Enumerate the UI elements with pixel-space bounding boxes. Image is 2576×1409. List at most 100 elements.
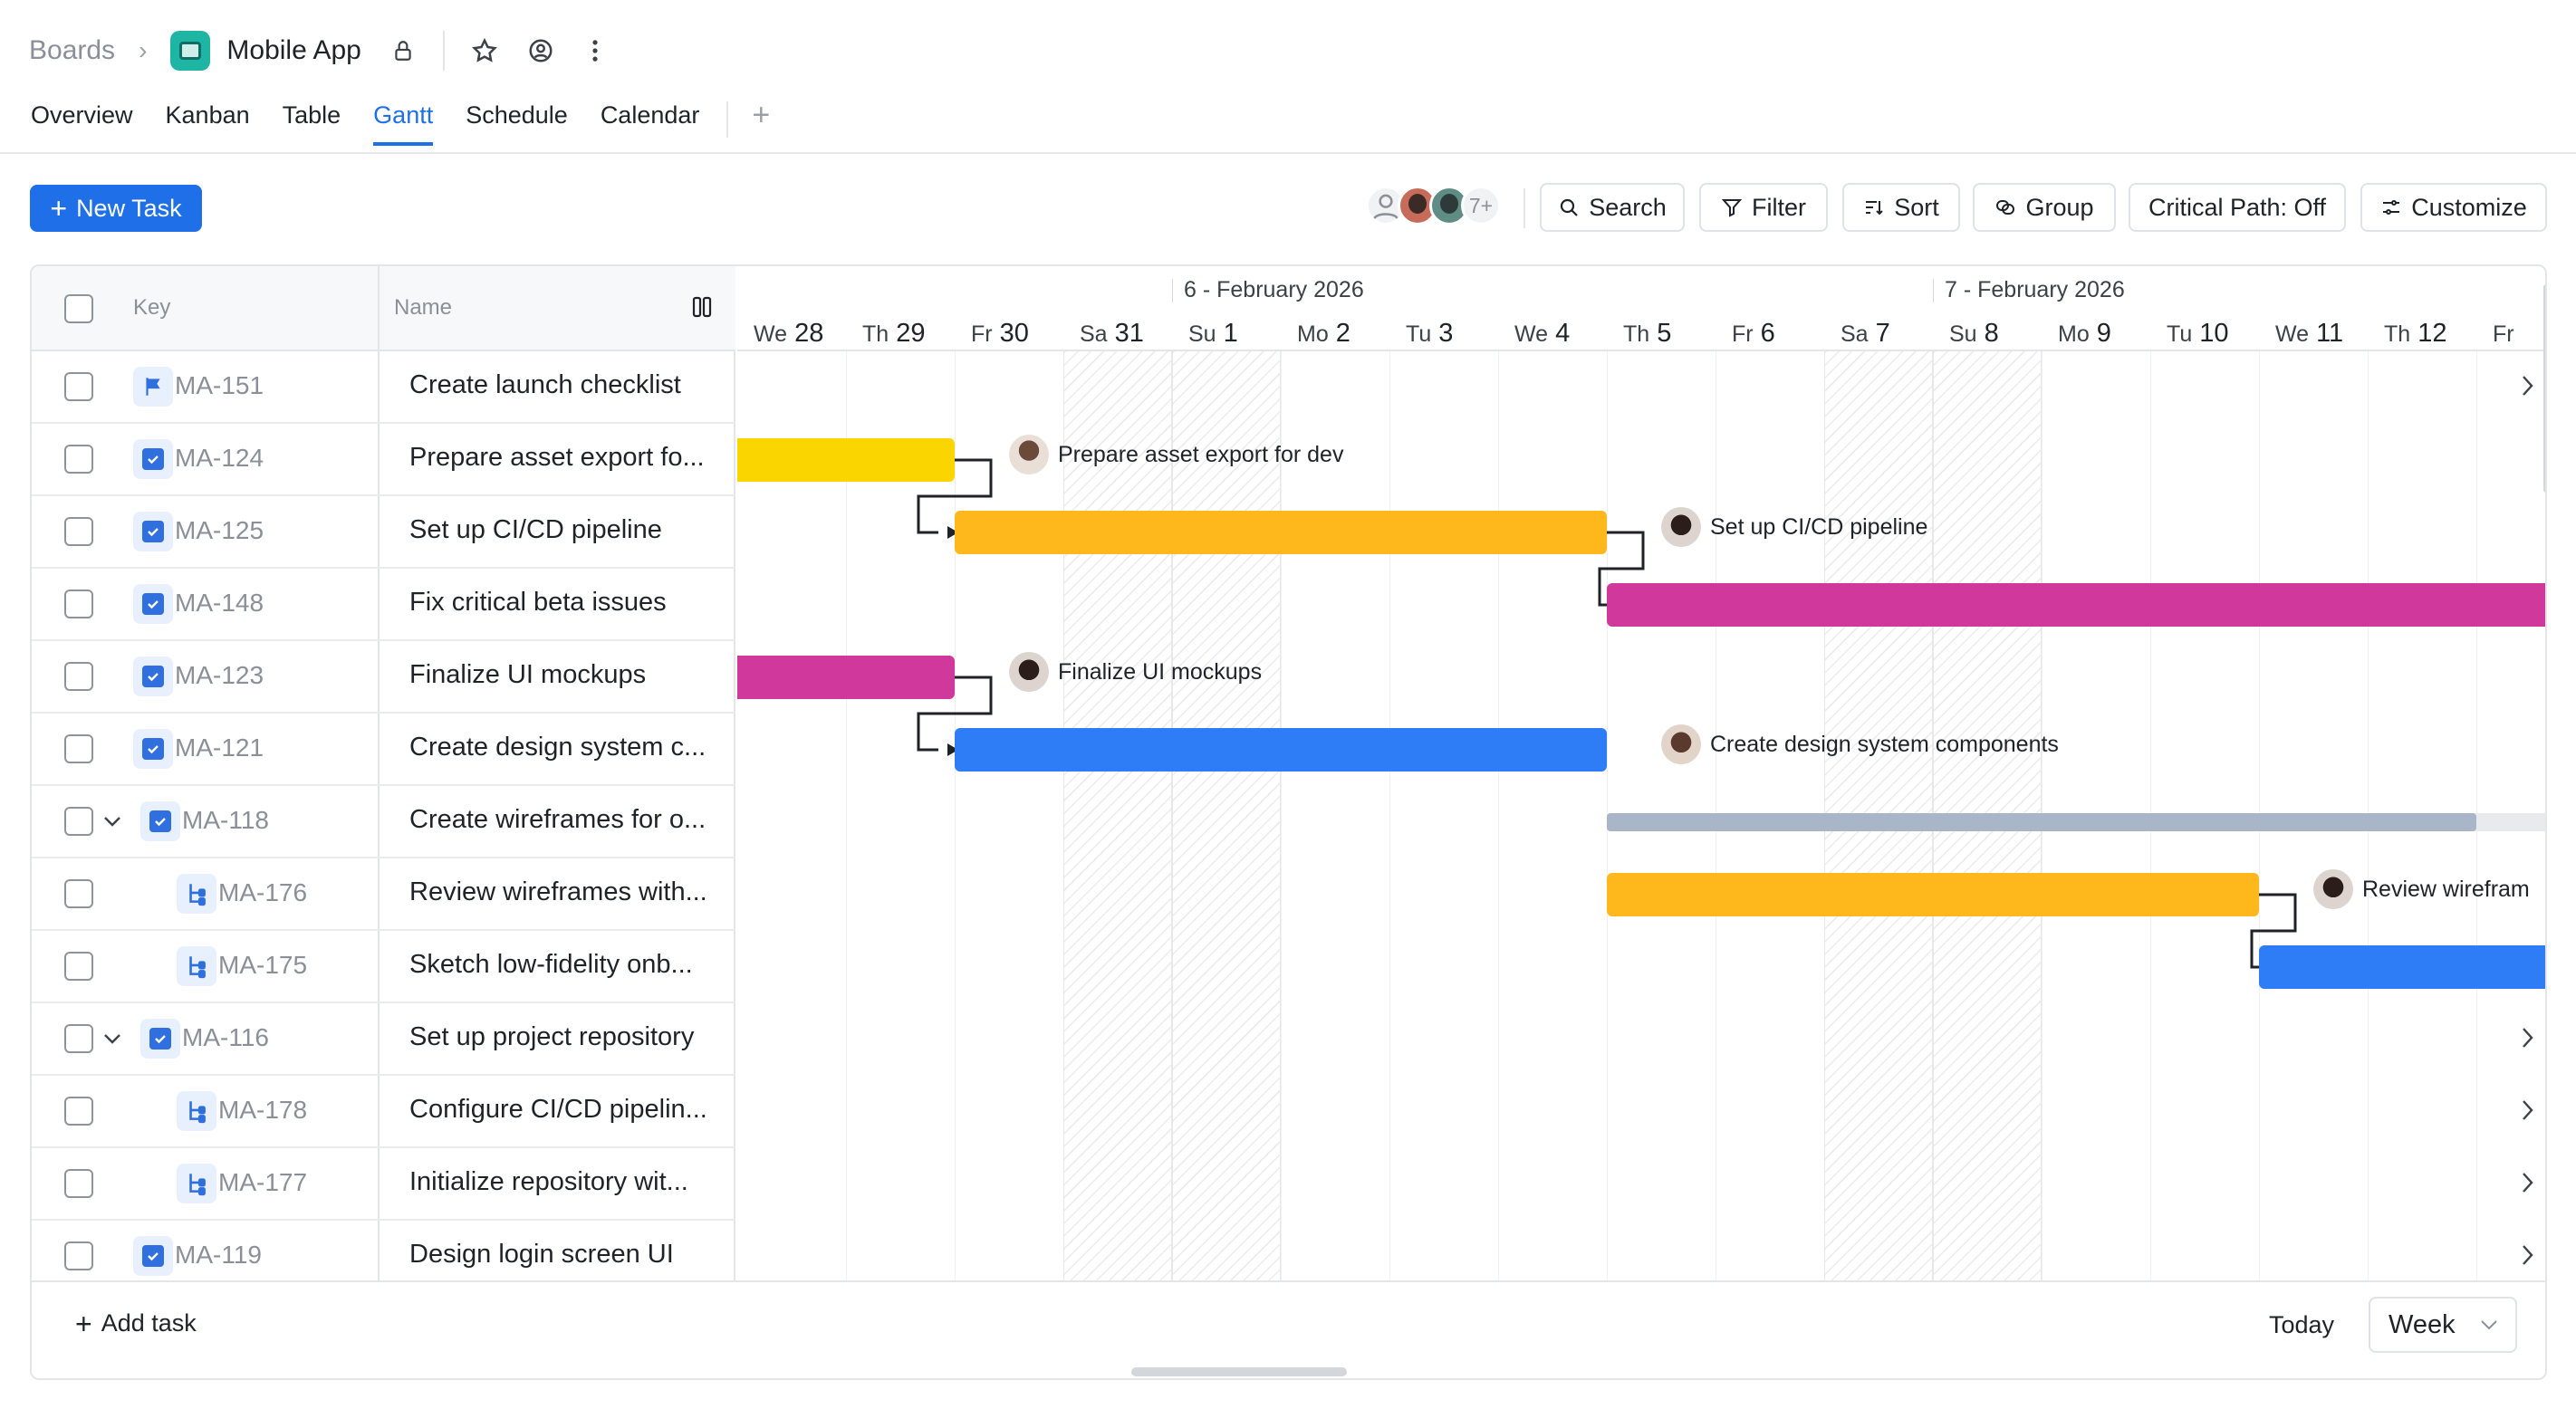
row-checkbox[interactable] xyxy=(64,662,93,691)
task-name[interactable]: Configure CI/CD pipelin... xyxy=(409,1095,707,1124)
gantt-bar-ma148[interactable] xyxy=(1607,583,2545,627)
search-button[interactable]: Search xyxy=(1540,183,1685,232)
table-row[interactable]: MA-175 Sketch low-fidelity onb... xyxy=(32,931,735,1003)
key-column-header[interactable]: Key xyxy=(133,295,171,320)
task-key[interactable]: MA-121 xyxy=(175,733,264,762)
task-name[interactable]: Create wireframes for o... xyxy=(409,805,706,834)
row-checkbox[interactable] xyxy=(64,807,93,836)
table-row[interactable]: MA-176 Review wireframes with... xyxy=(32,858,735,931)
add-view-plus-icon[interactable]: + xyxy=(752,98,771,132)
task-name[interactable]: Sketch low-fidelity onb... xyxy=(409,950,693,979)
table-row[interactable]: MA-177 Initialize repository wit... xyxy=(32,1148,735,1221)
table-row[interactable]: MA-124 Prepare asset export fo... xyxy=(32,424,735,496)
sort-button[interactable]: Sort xyxy=(1842,183,1960,232)
tab-schedule[interactable]: Schedule xyxy=(466,101,568,129)
filter-button[interactable]: Filter xyxy=(1699,183,1828,232)
tab-calendar[interactable]: Calendar xyxy=(600,101,700,129)
task-key[interactable]: MA-119 xyxy=(175,1241,262,1269)
row-checkbox[interactable] xyxy=(64,445,93,474)
task-key[interactable]: MA-151 xyxy=(175,371,264,399)
table-row[interactable]: MA-118 Create wireframes for o... xyxy=(32,786,735,858)
tab-overview[interactable]: Overview xyxy=(31,101,133,129)
task-key[interactable]: MA-124 xyxy=(175,444,264,472)
star-icon[interactable] xyxy=(465,31,505,71)
customize-button[interactable]: Customize xyxy=(2360,183,2547,232)
bar-label-ma123: Finalize UI mockups xyxy=(1009,652,1262,692)
task-name[interactable]: Set up CI/CD pipeline xyxy=(409,515,662,544)
chevron-right-icon[interactable] xyxy=(2518,1239,2536,1279)
gantt-bar-ma175[interactable] xyxy=(2259,945,2545,989)
gantt-bar-ma121[interactable] xyxy=(955,728,1607,772)
task-name[interactable]: Design login screen UI xyxy=(409,1240,674,1269)
task-key[interactable]: MA-148 xyxy=(175,589,264,617)
chevron-right-icon[interactable] xyxy=(2518,1021,2536,1061)
task-key[interactable]: MA-116 xyxy=(182,1023,269,1051)
row-checkbox[interactable] xyxy=(64,1241,93,1270)
tab-kanban[interactable]: Kanban xyxy=(165,101,250,129)
select-all-checkbox[interactable] xyxy=(64,294,93,323)
chevron-right-icon[interactable] xyxy=(2518,369,2536,409)
column-toggle-icon[interactable] xyxy=(691,295,713,323)
summary-bar-ma118[interactable] xyxy=(1607,813,2476,831)
task-key[interactable]: MA-178 xyxy=(218,1096,308,1124)
lock-icon[interactable] xyxy=(383,31,423,71)
task-name[interactable]: Initialize repository wit... xyxy=(409,1167,688,1196)
tab-gantt[interactable]: Gantt xyxy=(373,101,434,146)
table-row[interactable]: MA-123 Finalize UI mockups xyxy=(32,641,735,714)
name-column-header[interactable]: Name xyxy=(394,295,453,320)
bar-label-text: Prepare asset export for dev xyxy=(1058,441,1344,467)
new-task-button[interactable]: + New Task xyxy=(30,185,202,232)
add-task-button[interactable]: + Add task xyxy=(75,1309,197,1338)
task-name[interactable]: Set up project repository xyxy=(409,1022,695,1051)
row-checkbox[interactable] xyxy=(64,1097,93,1126)
table-row[interactable]: MA-151 Create launch checklist xyxy=(32,351,735,424)
scale-select[interactable]: Week xyxy=(2369,1297,2517,1353)
horizontal-scrollbar[interactable] xyxy=(1131,1367,1347,1376)
today-button[interactable]: Today xyxy=(2269,1311,2335,1338)
critical-path-button[interactable]: Critical Path: Off xyxy=(2129,183,2346,232)
share-user-icon[interactable] xyxy=(521,31,561,71)
table-row[interactable]: MA-121 Create design system c... xyxy=(32,714,735,786)
table-row[interactable]: MA-148 Fix critical beta issues xyxy=(32,569,735,641)
expand-chevron-icon[interactable] xyxy=(101,1021,124,1062)
gantt-bar-ma124[interactable] xyxy=(737,438,955,482)
task-key[interactable]: MA-123 xyxy=(175,661,264,689)
task-name[interactable]: Prepare asset export fo... xyxy=(409,443,705,472)
breadcrumb-boards-link[interactable]: Boards xyxy=(29,35,116,65)
more-vertical-icon[interactable] xyxy=(575,31,615,71)
bar-label-text: Review wirefram xyxy=(2362,876,2530,902)
chevron-right-icon[interactable] xyxy=(2518,1166,2536,1206)
row-checkbox[interactable] xyxy=(64,517,93,546)
row-checkbox[interactable] xyxy=(64,372,93,401)
task-key[interactable]: MA-176 xyxy=(218,878,308,906)
table-row[interactable]: MA-178 Configure CI/CD pipelin... xyxy=(32,1076,735,1148)
task-key[interactable]: MA-125 xyxy=(175,516,264,544)
chevron-down-icon xyxy=(2481,1320,2497,1330)
vertical-scrollbar[interactable] xyxy=(2543,284,2545,493)
task-name[interactable]: Fix critical beta issues xyxy=(409,588,667,617)
task-name[interactable]: Create design system c... xyxy=(409,733,706,762)
day-column-label: Mo 9 xyxy=(2058,319,2111,348)
table-row[interactable]: MA-125 Set up CI/CD pipeline xyxy=(32,496,735,569)
task-key[interactable]: MA-177 xyxy=(218,1168,308,1196)
row-checkbox[interactable] xyxy=(64,1169,93,1198)
gantt-bar-ma125[interactable] xyxy=(955,511,1607,554)
group-button[interactable]: Group xyxy=(1973,183,2116,232)
gantt-bar-ma176[interactable] xyxy=(1607,873,2259,916)
expand-chevron-icon[interactable] xyxy=(101,804,124,845)
task-key[interactable]: MA-118 xyxy=(182,806,269,834)
task-name[interactable]: Create launch checklist xyxy=(409,370,681,399)
row-checkbox[interactable] xyxy=(64,1024,93,1053)
gantt-bar-ma123[interactable] xyxy=(737,656,955,699)
table-row[interactable]: MA-116 Set up project repository xyxy=(32,1003,735,1076)
chevron-right-icon[interactable] xyxy=(2518,1094,2536,1134)
search-label: Search xyxy=(1589,193,1667,221)
row-checkbox[interactable] xyxy=(64,952,93,981)
task-name[interactable]: Finalize UI mockups xyxy=(409,660,647,689)
task-key[interactable]: MA-175 xyxy=(218,951,308,979)
row-checkbox[interactable] xyxy=(64,879,93,908)
row-checkbox[interactable] xyxy=(64,734,93,763)
tab-table[interactable]: Table xyxy=(282,101,341,129)
task-name[interactable]: Review wireframes with... xyxy=(409,877,707,906)
row-checkbox[interactable] xyxy=(64,589,93,618)
